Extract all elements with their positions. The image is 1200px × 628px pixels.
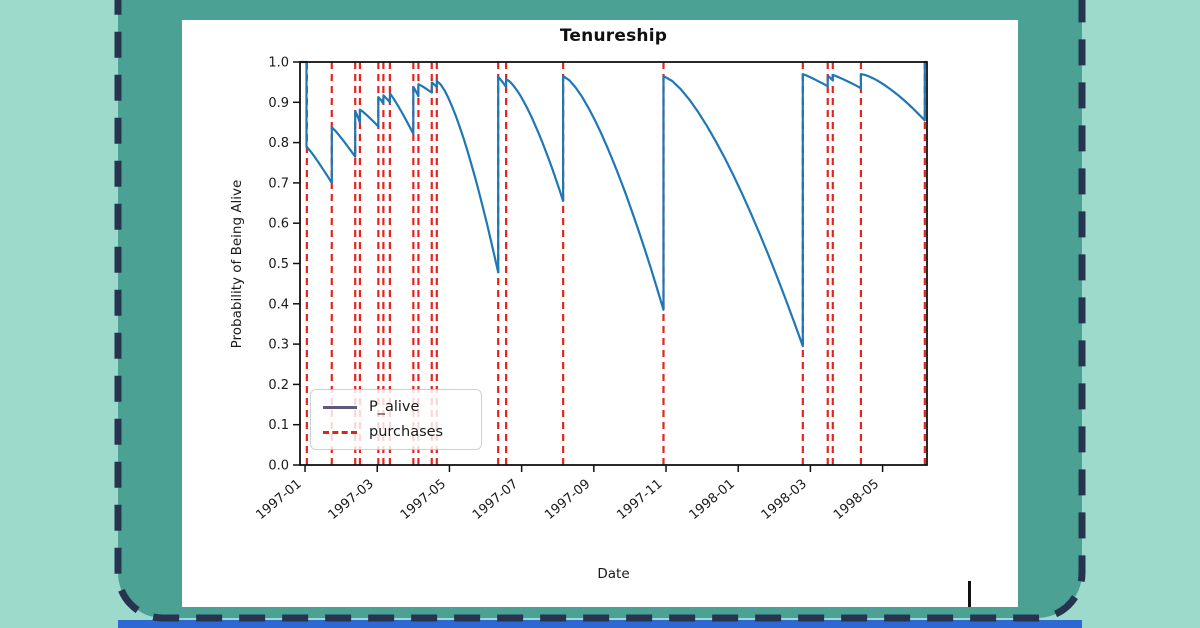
svg-text:0.3: 0.3 [268, 338, 289, 353]
svg-text:0.2: 0.2 [268, 378, 289, 393]
svg-text:1998-03: 1998-03 [759, 477, 810, 523]
legend: P_alive purchases [310, 389, 482, 450]
chart-card: Tenureship Probability of Being Alive 1.… [182, 20, 1018, 607]
legend-item-purchases: purchases [323, 424, 469, 440]
svg-text:0.7: 0.7 [268, 176, 289, 191]
p-alive-line-swatch [323, 405, 357, 409]
svg-text:1997-09: 1997-09 [542, 477, 593, 523]
svg-text:1998-05: 1998-05 [831, 477, 882, 523]
svg-text:0.0: 0.0 [268, 459, 289, 474]
p-alive-curve [300, 60, 928, 348]
svg-text:0.4: 0.4 [268, 297, 289, 312]
text-cursor [968, 581, 971, 607]
svg-text:0.5: 0.5 [268, 257, 289, 272]
svg-text:0.8: 0.8 [268, 136, 289, 151]
svg-text:1997-07: 1997-07 [470, 477, 521, 523]
svg-text:1997-11: 1997-11 [614, 477, 665, 523]
chart-title: Tenureship [559, 26, 668, 46]
legend-label-purchases: purchases [369, 424, 444, 440]
y-ticks: 1.0 0.9 0.8 0.7 0.6 0.5 0.4 0.3 0.2 0.1 0.0 [268, 56, 300, 474]
svg-text:1.0: 1.0 [268, 56, 289, 71]
svg-text:1997-01: 1997-01 [253, 477, 304, 523]
svg-text:0.9: 0.9 [268, 96, 289, 111]
svg-text:1998-01: 1998-01 [687, 477, 738, 523]
y-axis-label: Probability of Being Alive [229, 179, 245, 349]
x-ticks: 1997-01 1997-03 1997-05 1997-07 1997-09 1997-… [253, 465, 884, 523]
legend-item-p-alive: P_alive [323, 399, 469, 415]
svg-text:0.6: 0.6 [268, 217, 289, 232]
svg-text:1997-05: 1997-05 [398, 477, 449, 523]
x-axis-label: Date [597, 566, 630, 582]
dashed-border [114, 0, 1086, 622]
legend-label-p-alive: P_alive [369, 399, 420, 415]
purchases-line-swatch [323, 430, 357, 434]
svg-text:0.1: 0.1 [268, 418, 289, 433]
svg-text:1997-03: 1997-03 [326, 477, 377, 523]
bottom-blue-strip [118, 620, 1082, 628]
